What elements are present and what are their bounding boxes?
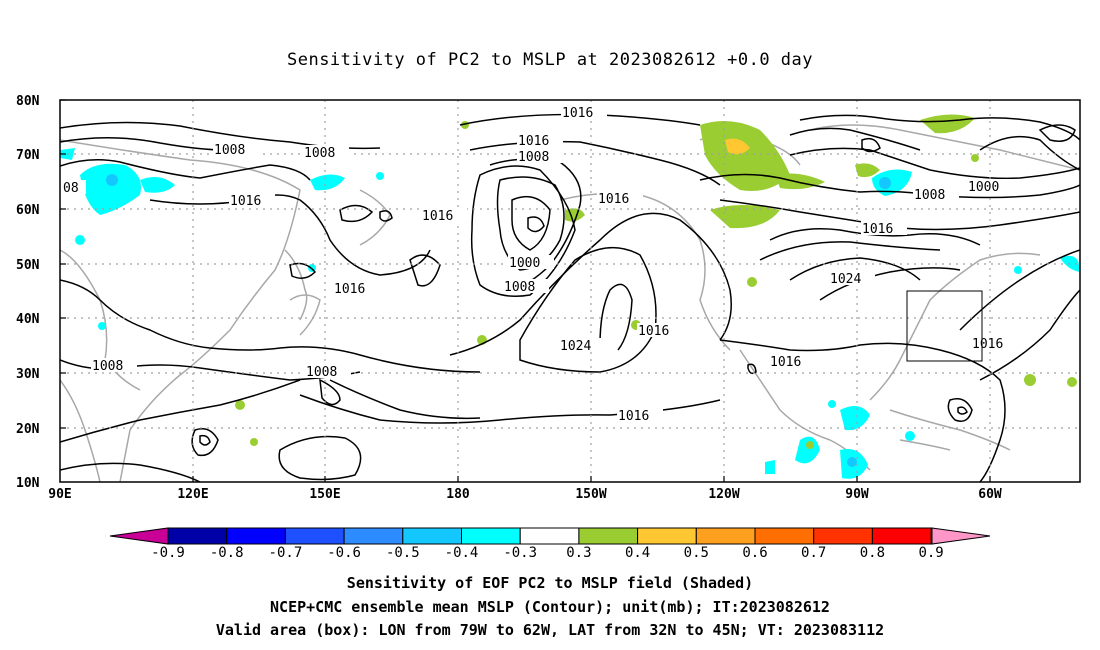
colorbar-label: -0.7 [269,545,303,561]
shaded-negative-deep [106,174,891,467]
lat-tick-label: 30N [16,367,40,382]
contour-label: 1016 [862,222,893,237]
contour-label: 08 [63,181,79,196]
lon-axis: 90E 120E 150E 180 150W 120W 90W 60W [48,487,1002,502]
colorbar-label: 0.3 [566,545,591,561]
contour-label: 1016 [562,106,593,121]
colorbar-swatch [461,527,521,545]
contour-label: 1008 [214,143,245,158]
contour-label: 1024 [560,339,591,354]
shaded-positive-mid [725,138,750,155]
colorbar-swatch [343,527,404,545]
lon-tick-label: 90E [48,487,71,502]
lon-tick-label: 150E [309,487,340,502]
contour-label: 1000 [968,180,999,195]
colorbar-swatch [167,527,228,545]
colorbar-label: -0.9 [151,545,185,561]
lat-axis: 80N 70N 60N 50N 40N 30N 20N 10N [16,94,40,491]
shaded-negative [60,148,1080,479]
lon-tick-label: 120W [708,487,739,502]
colorbar-label: -0.6 [327,545,361,561]
colorbar-label: 0.8 [860,545,885,561]
lat-tick-label: 20N [16,422,40,437]
footer-line-2: NCEP+CMC ensemble mean MSLP (Contour); u… [270,598,830,616]
lat-tick-label: 50N [16,258,40,273]
mslp-contours [60,113,1080,482]
contour-label: 1008 [504,280,535,295]
lon-tick-label: 90W [845,487,869,502]
contour-label: 1016 [230,194,261,209]
contour-label: 1016 [334,282,365,297]
colorbar-swatch [519,527,580,545]
tick-marks [60,99,991,482]
contour-label: 1016 [422,209,453,224]
lon-tick-label: 150W [575,487,606,502]
contour-label: 1008 [914,188,945,203]
chart-title: Sensitivity of PC2 to MSLP at 2023082612… [286,50,813,70]
colorbar-label: -0.5 [386,545,420,561]
colorbar-label: -0.3 [503,545,537,561]
colorbar-swatch [284,527,345,545]
colorbar-label: -0.4 [445,545,479,561]
colorbar-high-triangle [931,527,991,545]
colorbar-swatch [754,527,815,545]
colorbar-low-triangle [109,527,169,545]
lat-tick-label: 40N [16,312,40,327]
lat-tick-label: 80N [16,94,40,109]
colorbar-swatch [578,527,639,545]
contour-label: 1024 [830,272,861,287]
colorbar-label: -0.8 [210,545,244,561]
contour-label: 1000 [509,256,540,271]
lon-tick-label: 120E [177,487,208,502]
colorbar-swatch [226,527,286,545]
footer-line-1: Sensitivity of EOF PC2 to MSLP field (Sh… [346,574,754,592]
contour-label: 1016 [618,409,649,424]
colorbar-label: 0.4 [625,545,650,561]
contour-label: 1008 [306,365,337,380]
colorbar-label: 0.7 [801,545,826,561]
valid-area-box [906,290,983,362]
contour-label: 1008 [92,359,123,374]
contour-label: 1008 [304,146,335,161]
lon-tick-label: 60W [978,487,1002,502]
colorbar-swatch [402,527,462,545]
colorbar-label: 0.6 [742,545,767,561]
lat-tick-label: 70N [16,148,40,163]
colorbar-swatch [695,527,756,545]
contour-label: 1016 [518,134,549,149]
colorbar-swatch [871,527,932,545]
contour-label: 1016 [598,192,629,207]
colorbar-label: 0.9 [918,545,943,561]
colorbar-swatch [637,527,697,545]
contour-label: 1016 [770,355,801,370]
colorbar-swatch [813,527,873,545]
footer-line-3: Valid area (box): LON from 79W to 62W, L… [215,621,885,639]
colorbar-label: 0.5 [684,545,709,561]
contour-label: 1016 [638,324,669,339]
contour-label: 1016 [972,337,1003,352]
lat-tick-label: 10N [16,476,40,491]
colorbar: -0.9 -0.8 -0.7 -0.6 -0.5 -0.4 -0.3 0.3 0.4 0.5 0.6… [109,527,991,561]
coastlines [60,124,1080,482]
lon-tick-label: 180 [446,487,470,502]
map-frame [59,99,1081,483]
contour-label: 1008 [518,150,549,165]
lat-tick-label: 60N [16,203,40,218]
